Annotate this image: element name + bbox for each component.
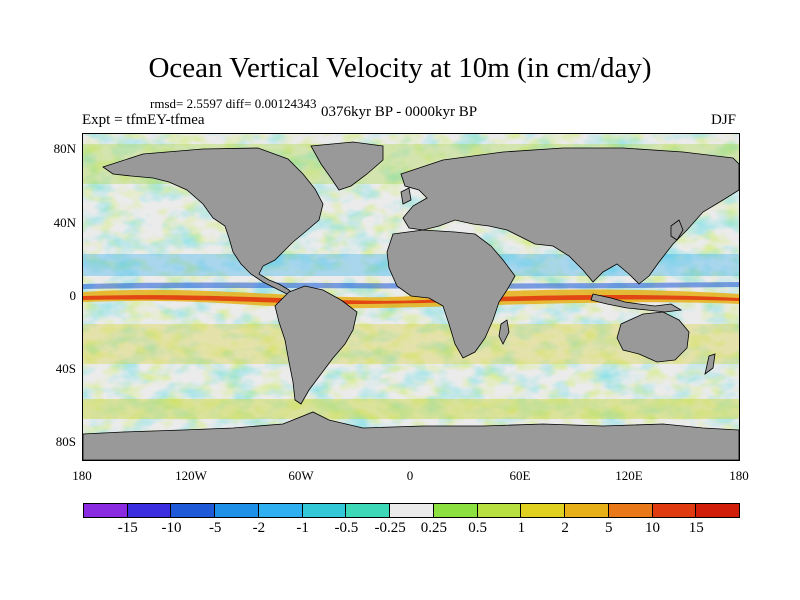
colorbar-swatch [126,503,172,518]
colorbar-swatch [389,503,434,518]
experiment-text: Expt = tfmEY-tfmea [82,112,205,128]
map-canvas [83,134,739,460]
world-map [82,133,740,461]
indonesia [590,293,683,313]
colorbar-swatch [214,503,259,518]
antarctica [83,411,739,460]
new-zealand [704,353,716,375]
lon-label-0: 0 [406,468,414,483]
colorbar-label: 0.5 [468,520,487,536]
greenland [310,141,384,191]
lon-label-180e: 180 [729,468,749,483]
australia [616,311,690,363]
colorbar-swatch [520,503,566,518]
colorbar-label: 0.25 [420,520,447,536]
period-text: 0376kyr BP - 0000kyr BP [321,104,478,120]
lon-label-60w: 60W [288,468,314,483]
colorbar-swatch [607,503,653,518]
lat-label-40n: 40N [53,215,76,230]
colorbar-label: -0.5 [334,520,359,536]
stats-text: rmsd= 2.5597 diff= 0.00124343 [150,96,317,111]
lon-label-180w: 180 [72,468,92,483]
colorbar-swatch [564,503,609,518]
colorbar-swatch [83,503,128,518]
colorbar-swatch [651,503,697,518]
season-text: DJF [711,112,737,128]
colorbar-label: -1 [296,520,309,536]
lon-label-120w: 120W [175,468,207,483]
lon-label-60e: 60E [509,468,531,483]
equatorial-core [83,294,739,305]
colorbar-label: 5 [605,520,613,536]
colorbar-swatch [301,503,347,518]
colorbar-swatch [695,503,741,518]
colorbar-label: 2 [561,520,569,536]
lat-label-80n: 80N [53,141,76,156]
lon-label-120e: 120E [615,468,643,483]
colorbar-swatch [432,503,478,518]
colorbar [83,503,741,518]
colorbar-swatch [476,503,522,518]
colorbar-swatch [257,503,303,518]
africa [386,229,516,359]
colorbar-label: -15 [117,520,138,536]
colorbar-label: 15 [688,520,704,536]
eurasia [400,147,739,285]
lat-label-80s: 80S [55,434,76,449]
chart-title: Ocean Vertical Velocity at 10m (in cm/da… [148,52,652,84]
southern-ocean-band [83,399,739,419]
colorbar-label: -10 [161,520,182,536]
colorbar-swatch [345,503,391,518]
colorbar-swatch [170,503,216,518]
equatorial-upwelling [83,289,739,309]
lat-label-40s: 40S [55,361,76,376]
south-america [274,285,358,405]
north-america [102,147,324,297]
colorbar-label: 10 [645,520,661,536]
lat-label-0: 0 [69,288,77,303]
japan [670,219,684,241]
madagascar [498,319,510,345]
colorbar-label: -0.25 [374,520,406,536]
british-isles [400,187,412,205]
colorbar-label: -5 [208,520,222,536]
colorbar-label: -2 [252,520,266,536]
colorbar-label: 1 [517,520,526,536]
